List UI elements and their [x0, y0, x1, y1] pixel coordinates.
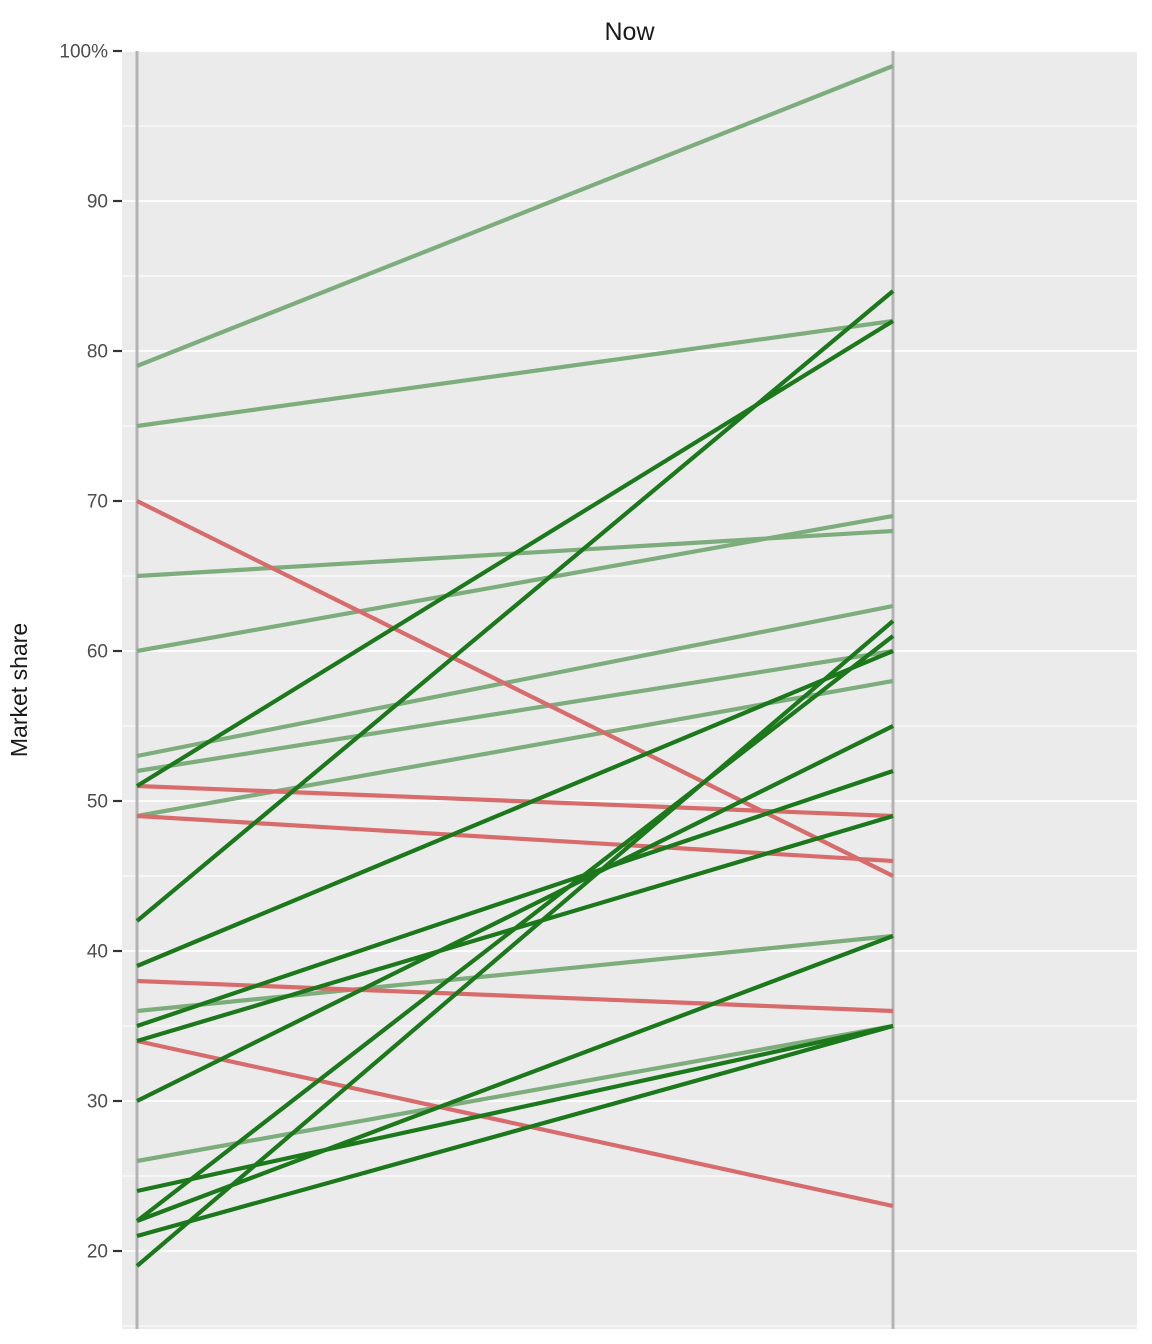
slope-line-loss-34-23: [136, 1038, 894, 1209]
slope-line-gain_dark-24-35: [136, 1023, 894, 1194]
slope-line-gain_dark-39-60: [136, 649, 894, 968]
slope-line-gain_light-79-99: [136, 64, 894, 368]
slope-line-gain_dark-42-84: [135, 289, 895, 923]
y-tick-label: 40: [87, 942, 108, 963]
y-axis-label: Market share: [6, 623, 32, 757]
slope-line-gain_light-36-41: [136, 933, 894, 1014]
slope-line-gain_dark-35-52: [136, 769, 894, 1028]
slope-line-gain_dark-21-35: [136, 1023, 894, 1239]
y-tick-label: 70: [87, 492, 108, 513]
slope-line-gain_light-52-60: [136, 648, 894, 774]
slope-line-loss-38-36: [136, 978, 894, 1014]
y-tick-label: 80: [87, 342, 108, 363]
y-tick-label: 30: [87, 1092, 108, 1113]
slope-line-gain_dark-30-55: [136, 724, 894, 1103]
slope-line-gain_dark-22-41: [136, 934, 894, 1223]
y-tick-label: 50: [87, 792, 108, 813]
slope-line-gain_dark-22-61: [135, 634, 895, 1223]
y-tick-label: 60: [87, 642, 108, 663]
slope-line-gain_light-53-63: [136, 603, 894, 759]
slope-line-gain_light-75-82: [136, 318, 894, 429]
y-tick-label: 20: [87, 1242, 108, 1263]
slope-line-gain_light-60-69: [136, 513, 894, 654]
chart-title: Now: [604, 18, 655, 46]
slope-line-loss-51-49: [136, 783, 894, 819]
y-tick-label: 90: [87, 192, 108, 213]
y-tick-label: 100%: [59, 42, 108, 63]
slope-line-gain_dark-19-62: [135, 619, 895, 1268]
slope-line-gain_light-26-35: [136, 1023, 894, 1164]
